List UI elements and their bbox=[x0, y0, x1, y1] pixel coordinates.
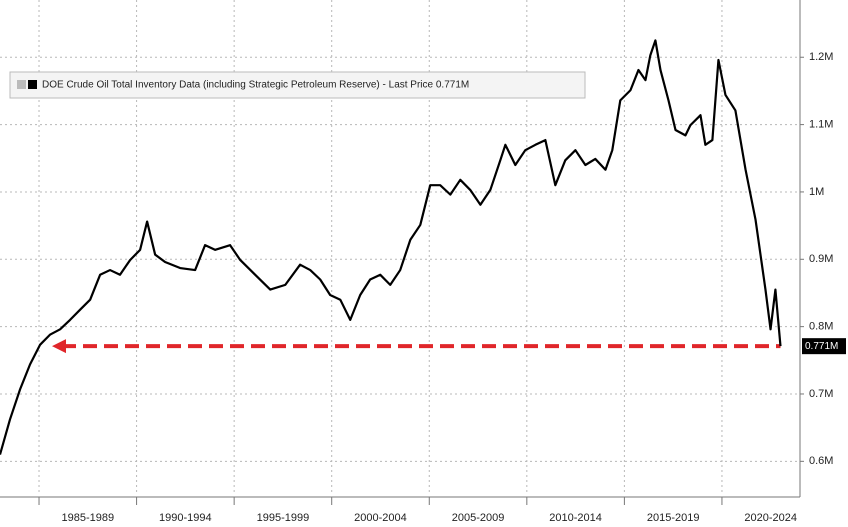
legend-box bbox=[9, 71, 586, 99]
reference-arrow bbox=[52, 339, 66, 354]
legend-text: DOE Crude Oil Total Inventory Data (incl… bbox=[42, 80, 469, 91]
last-value-label: 0.771M bbox=[805, 341, 838, 352]
y-tick-label: 0.7M bbox=[809, 388, 833, 400]
x-tick-label: 1990-1994 bbox=[159, 512, 212, 524]
legend-icon bbox=[17, 80, 26, 89]
grid bbox=[0, 0, 800, 495]
y-tick-label: 0.8M bbox=[809, 321, 833, 333]
x-tick-label: 2015-2019 bbox=[647, 512, 700, 524]
last-value-tag: 0.771M bbox=[802, 338, 846, 355]
x-tick-label: 2005-2009 bbox=[452, 512, 505, 524]
x-tick-label: 1985-1989 bbox=[62, 512, 115, 524]
y-tick-label: 0.6M bbox=[809, 455, 833, 467]
line bbox=[0, 39, 782, 455]
y-tick-label: 1.1M bbox=[809, 118, 833, 130]
x-tick-label: 1995-1999 bbox=[257, 512, 310, 524]
legend-icon bbox=[28, 80, 37, 89]
x-tick-label: 2010-2014 bbox=[549, 512, 602, 524]
last-value-box bbox=[802, 338, 846, 355]
y-tick-label: 0.9M bbox=[809, 253, 833, 265]
x-tick-label: 2000-2004 bbox=[354, 512, 407, 524]
y-tick-label: 1M bbox=[809, 186, 824, 198]
x-tick-label: 2020-2024 bbox=[744, 512, 797, 524]
y-tick-label: 1.2M bbox=[809, 51, 833, 63]
